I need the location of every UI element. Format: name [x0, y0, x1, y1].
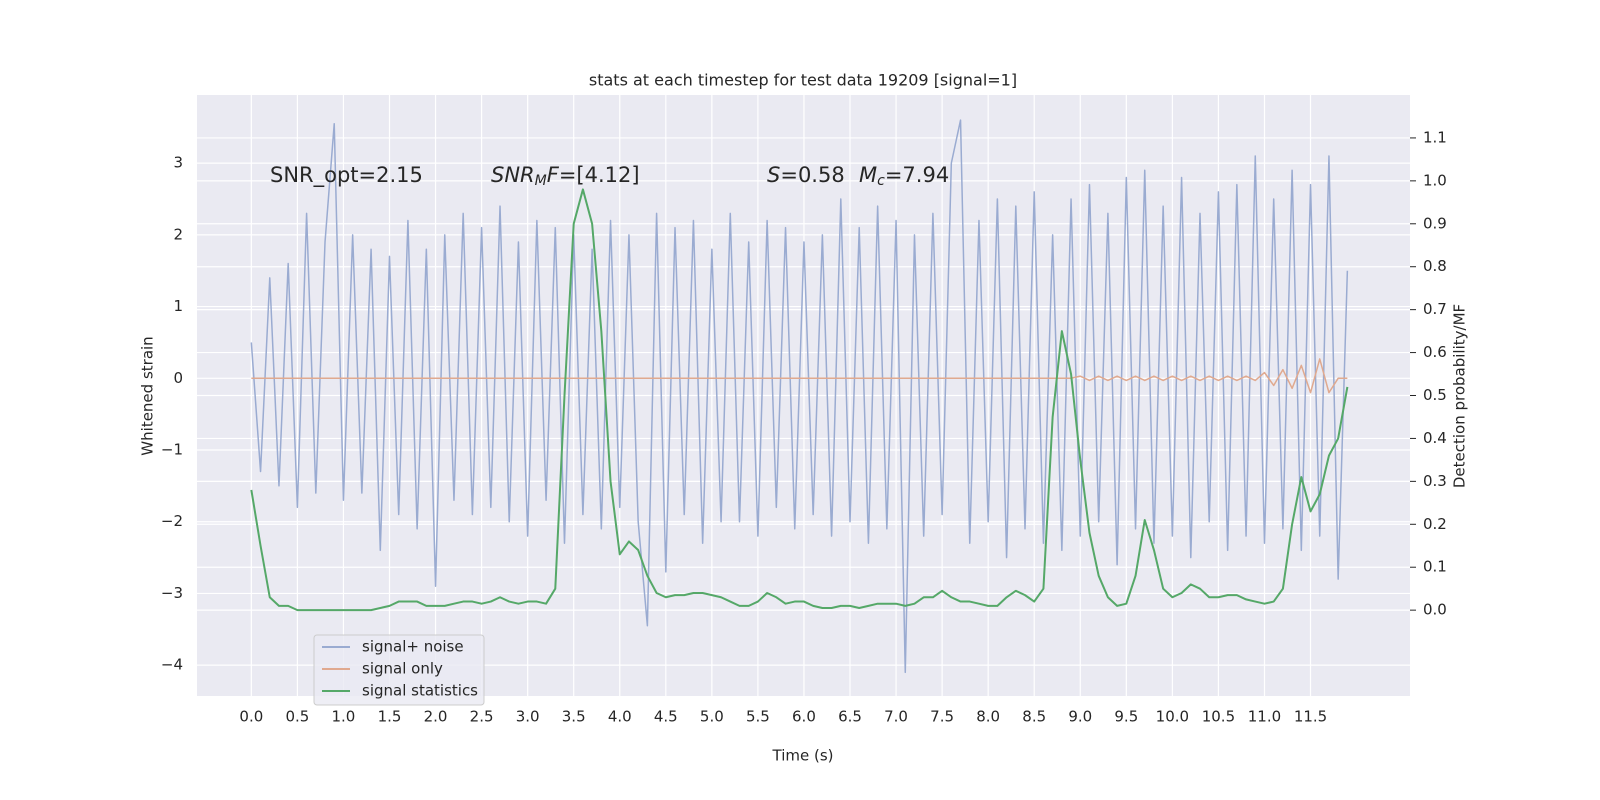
y-tick-label: −4	[161, 656, 183, 674]
series-line	[250, 119, 1349, 674]
x-tick-label: 9.5	[1114, 708, 1138, 726]
y-tick-label: 1	[173, 297, 183, 315]
y2-tick-label: 0.8	[1423, 257, 1447, 275]
y2-tick-label: 1.0	[1423, 171, 1447, 189]
y2-tick-label: 0.6	[1423, 343, 1447, 361]
x-tick-label: 3.0	[516, 708, 540, 726]
y2-tick-label: 1.1	[1423, 128, 1447, 146]
legend-box	[313, 634, 485, 706]
x-tick-label: 10.0	[1156, 708, 1189, 726]
legend: signal+ noise signal only signal statistic…	[313, 634, 485, 706]
x-tick-label: 4.0	[608, 708, 632, 726]
y2-tick-label: 0.2	[1423, 515, 1447, 533]
x-tick-label: 2.5	[470, 708, 494, 726]
annotation-part: S	[767, 163, 780, 187]
annotation-part: c	[877, 173, 885, 189]
y-tick-label: 0	[173, 369, 183, 387]
x-tick-label: 11.0	[1248, 708, 1281, 726]
annotation-part: SNR	[491, 163, 535, 187]
annotation-part: F	[547, 163, 560, 187]
labels: 0.0 0.5 1.0 1.5 2.0 2.5 3.0 3.5 4.0 4.5 5.0 5.5 6.0 6…	[161, 128, 1447, 725]
y2-tick-label: 0.3	[1423, 472, 1447, 490]
y2-tick-label: 0.0	[1423, 601, 1447, 619]
y-tick-label: −3	[161, 584, 183, 602]
y2-tick-label: 0.9	[1423, 214, 1447, 232]
annotation-part: =[4.12]	[559, 163, 640, 187]
series-line	[250, 188, 1349, 612]
x-tick-label: 10.5	[1202, 708, 1235, 726]
y-axis-label: Whitened strain	[139, 336, 157, 455]
x-tick-label: 4.5	[654, 708, 678, 726]
x-tick-label: 5.0	[700, 708, 724, 726]
x-axis-label: Time (s)	[772, 747, 834, 765]
x-tick-label: 2.0	[424, 708, 448, 726]
chart-title: stats at each timestep for test data 192…	[589, 71, 1017, 90]
annotation-part: =7.94	[885, 163, 949, 187]
x-tick-label: 8.5	[1022, 708, 1046, 726]
x-tick-label: 9.0	[1068, 708, 1092, 726]
x-tick-label: 11.5	[1294, 708, 1327, 726]
annotation-part: M	[859, 163, 877, 187]
x-tick-label: 6.5	[838, 708, 862, 726]
x-tick-label: 6.0	[792, 708, 816, 726]
legend-label: signal only	[362, 660, 443, 678]
x-tick-label: 8.0	[976, 708, 1000, 726]
annotation-part: =0.58	[780, 163, 844, 187]
y-tick-label: −2	[161, 512, 183, 530]
y-tick-label: 3	[173, 154, 183, 172]
x-tick-label: 1.0	[332, 708, 356, 726]
annotation: Mc=7.94	[859, 163, 949, 189]
annotation-part: M	[535, 173, 547, 189]
y2-tick-label: 0.5	[1423, 386, 1447, 404]
y-tick-label: −1	[161, 441, 183, 459]
legend-label: signal+ noise	[362, 638, 464, 656]
x-tick-label: 0.5	[285, 708, 309, 726]
y2-tick-label: 0.4	[1423, 429, 1447, 447]
y2-axis-label: Detection probability/MF	[1451, 304, 1469, 488]
series-line	[251, 358, 1348, 394]
x-tick-label: 5.5	[746, 708, 770, 726]
x-tick-label: 1.5	[378, 708, 402, 726]
y-tick-label: 2	[173, 225, 183, 243]
legend-label: signal statistics	[362, 682, 478, 700]
x-tick-label: 0.0	[239, 708, 263, 726]
y2-tick-label: 0.7	[1423, 300, 1447, 318]
annotation: SNRMF=[4.12]	[491, 163, 640, 189]
marks	[250, 119, 1349, 674]
x-tick-label: 7.5	[930, 708, 954, 726]
annotation: SNR_opt=2.15	[270, 163, 423, 188]
annotation: S=0.58	[767, 163, 845, 187]
y2-tick-label: 0.1	[1423, 558, 1447, 576]
x-tick-label: 7.0	[884, 708, 908, 726]
x-tick-label: 3.5	[562, 708, 586, 726]
